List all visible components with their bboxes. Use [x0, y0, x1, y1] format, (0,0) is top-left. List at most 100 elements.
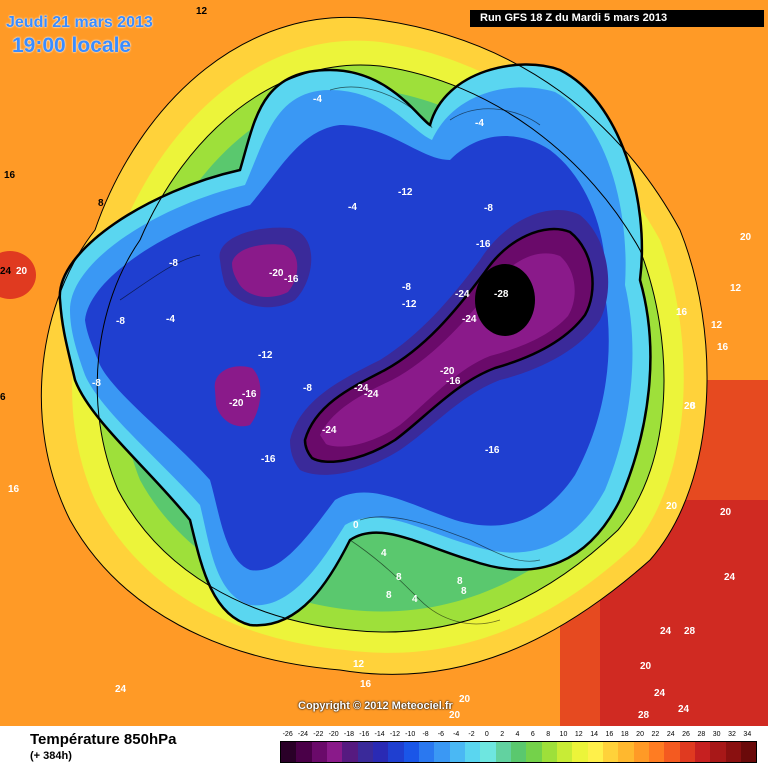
- legend-tick-label: 18: [620, 731, 629, 738]
- contour-value-label: -8: [116, 316, 125, 327]
- legend-tick-label: -18: [343, 731, 354, 738]
- contour-value-label: 24: [115, 684, 127, 695]
- contour-value-label: 6: [0, 392, 6, 403]
- temperature-map: 12 16 8 24 20 -8 -4 -8 6 16 -20 -16 -12 -20 -16 -16 -8 -4…: [0, 0, 768, 726]
- isotherm-8: [96, 64, 665, 633]
- contour-value-label: -24: [322, 425, 337, 436]
- legend-swatch: [725, 742, 741, 762]
- legend-swatch: [464, 742, 481, 762]
- contour-value-label: 12: [711, 320, 723, 331]
- contour-value-label: -8: [303, 383, 312, 394]
- legend-tick-label: 28: [697, 731, 706, 738]
- contour-value-label: -12: [258, 350, 273, 361]
- contour-value-label: 8: [690, 401, 696, 412]
- contour-value-label: 20: [740, 232, 752, 243]
- legend-swatch: [388, 742, 404, 762]
- contour-value-label: -24: [455, 289, 470, 300]
- legend-swatch: [664, 742, 680, 762]
- legend-tick-label: 30: [712, 731, 721, 738]
- legend-tick-label: 6: [530, 731, 535, 738]
- legend-tick-label: -4: [453, 731, 460, 738]
- contour-value-label: -20: [440, 366, 455, 377]
- contour-value-label: 4: [412, 594, 418, 605]
- contour-value-label: 20: [449, 710, 461, 721]
- contour-value-label: 28: [638, 710, 650, 721]
- legend-swatch: [541, 742, 557, 762]
- contour-value-label: 24: [724, 572, 736, 583]
- contour-value-label: 12: [730, 283, 742, 294]
- contour-value-label: -4: [348, 202, 357, 213]
- legend-tick-label: 4: [515, 731, 520, 738]
- cold-pool-canada: [214, 366, 261, 427]
- legend-tick-label: -8: [422, 731, 429, 738]
- contour-value-label: -12: [402, 299, 417, 310]
- model-run-info: Run GFS 18 Z du Mardi 5 mars 2013: [470, 10, 764, 27]
- legend-tick-label: -22: [313, 731, 324, 738]
- contour-value-label: 20: [720, 507, 732, 518]
- contour-value-label: 24: [678, 704, 690, 715]
- contour-value-label: 8: [386, 590, 392, 601]
- legend-swatch: [618, 742, 634, 762]
- contour-value-label: 24: [0, 266, 12, 277]
- forecast-lead-time: (+ 384h): [30, 750, 72, 762]
- contour-value-label: 16: [360, 679, 372, 690]
- legend-tick-label: 32: [728, 731, 736, 738]
- legend-swatch: [434, 742, 450, 762]
- legend-swatch: [694, 742, 711, 762]
- cold-pool-greenland-core: [232, 244, 298, 297]
- contour-value-label: 8: [396, 572, 402, 583]
- isotherm-minus-24: [303, 227, 594, 464]
- legend-tick-label: 20: [636, 731, 644, 738]
- contour-value-label: -16: [261, 454, 276, 465]
- legend-swatch: [418, 742, 435, 762]
- legend-tick-label: -12: [389, 731, 400, 738]
- contour-value-label: 12: [353, 659, 365, 670]
- contour-value-label: -4: [475, 118, 484, 129]
- contour-value-label: 4: [381, 548, 387, 559]
- legend-tick-label: -6: [437, 731, 444, 738]
- contour-value-label: -24: [462, 314, 477, 325]
- contour-value-label: 12: [196, 6, 208, 17]
- contour-value-label: -4: [166, 314, 175, 325]
- contour-value-label: 16: [676, 307, 688, 318]
- legend-swatch: [372, 742, 389, 762]
- contour-band-minus-8: [85, 125, 609, 571]
- legend-tick-label: 0: [484, 731, 489, 738]
- copyright-notice: Copyright © 2012 Meteociel.fr: [298, 700, 453, 712]
- variable-title: Température 850hPa: [30, 731, 177, 748]
- legend-swatch: [311, 742, 327, 762]
- contour-value-label: -8: [92, 378, 101, 389]
- legend-swatch: [357, 742, 373, 762]
- contour-value-label: -8: [169, 258, 178, 269]
- contour-value-label: -16: [446, 376, 461, 387]
- contour-value-label: 16: [8, 484, 20, 495]
- contour-value-label: -16: [485, 445, 500, 456]
- contour-value-label: -8: [484, 203, 493, 214]
- legend-swatch: [495, 742, 511, 762]
- contour-value-label: 20: [640, 661, 652, 672]
- contour-value-label: 0: [353, 520, 359, 531]
- legend-tick-label: -14: [374, 731, 385, 738]
- legend-swatch: [679, 742, 695, 762]
- legend-tick-label: 10: [559, 731, 568, 738]
- legend-tick-label: -24: [297, 731, 309, 738]
- legend-tick-label: -20: [328, 731, 339, 738]
- warm-region-west: [0, 251, 36, 299]
- legend-tick-label: -2: [468, 731, 475, 738]
- legend-labels: -26 -24 -22 -20 -18 -16 -14 -12 -10 -8 -6 -4 -2 0 2 4 6 8…: [280, 731, 755, 741]
- contour-value-label: 20: [666, 501, 678, 512]
- legend-swatch: [342, 742, 358, 762]
- contour-value-label: 20: [684, 401, 696, 412]
- isotherm-0: [58, 63, 652, 627]
- contour-value-label: 24: [654, 688, 666, 699]
- contour-value-label: -28: [494, 289, 509, 300]
- contour-value-label: 16: [4, 170, 16, 181]
- legend-swatch: [403, 742, 419, 762]
- contour-value-label: 20: [459, 694, 471, 705]
- legend-swatch: [326, 742, 343, 762]
- forecast-date-title: Jeudi 21 mars 2013: [6, 14, 153, 31]
- legend-swatch: [480, 742, 496, 762]
- contour-value-label: 8: [457, 576, 463, 587]
- legend-tick-label: -26: [282, 731, 293, 738]
